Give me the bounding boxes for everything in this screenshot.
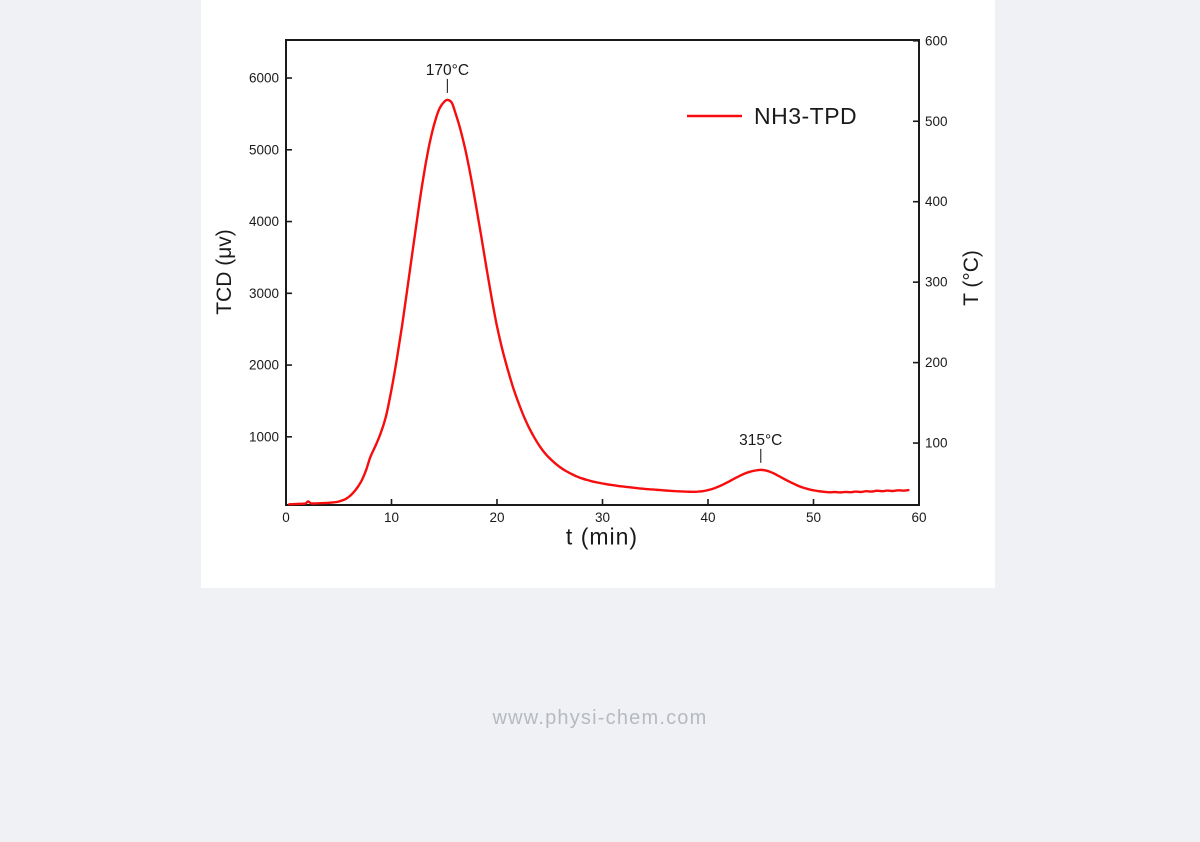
x-tick-label: 0 — [282, 510, 290, 525]
y-left-tick-label: 5000 — [249, 142, 279, 157]
y-right-tick-label: 400 — [925, 194, 948, 209]
tpd-chart: 0 10 20 30 40 50 60 1000 2000 3000 4000 5000 6000 100… — [249, 33, 948, 525]
y-left-tick-label: 2000 — [249, 358, 279, 373]
x-tick-label: 60 — [911, 510, 926, 525]
y-right-tick-label: 600 — [925, 33, 948, 48]
y-right-tick-label: 300 — [925, 275, 948, 290]
y-axis-title-right: T (°C) — [960, 250, 983, 306]
peak-annotation-label: 315°C — [739, 432, 782, 449]
y-left-tick-label: 4000 — [249, 214, 279, 229]
x-tick-label: 10 — [384, 510, 399, 525]
y-left-tick-label: 3000 — [249, 286, 279, 301]
y-right-tick-label: 500 — [925, 114, 948, 129]
chart-panel: 0 10 20 30 40 50 60 1000 2000 3000 4000 5000 6000 100… — [201, 0, 995, 588]
y-left-tick-label: 1000 — [249, 429, 279, 444]
legend-label: NH3-TPD — [754, 103, 857, 129]
x-tick-label: 50 — [806, 510, 821, 525]
x-tick-label: 30 — [595, 510, 610, 525]
y-left-tick-label: 6000 — [249, 71, 279, 86]
y-right-tick-label: 200 — [925, 355, 948, 370]
y-right-tick-label: 100 — [925, 436, 948, 451]
x-tick-label: 20 — [489, 510, 504, 525]
tpd-curve — [288, 98, 910, 506]
y-axis-title-left: TCD (μv) — [213, 229, 236, 315]
watermark: www.physi-chem.com — [492, 707, 708, 729]
x-axis-title: t (min) — [565, 523, 639, 550]
peak-annotation-label: 170°C — [426, 62, 469, 79]
x-tick-label: 40 — [700, 510, 715, 525]
